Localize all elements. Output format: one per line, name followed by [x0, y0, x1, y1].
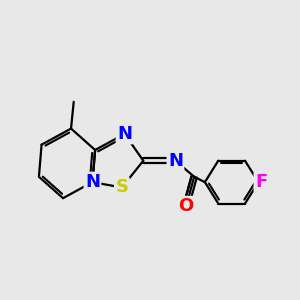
- Text: F: F: [255, 173, 267, 191]
- Text: S: S: [116, 178, 128, 196]
- Text: N: N: [117, 125, 132, 143]
- Text: O: O: [178, 197, 194, 215]
- Text: N: N: [168, 152, 183, 170]
- Text: N: N: [85, 173, 100, 191]
